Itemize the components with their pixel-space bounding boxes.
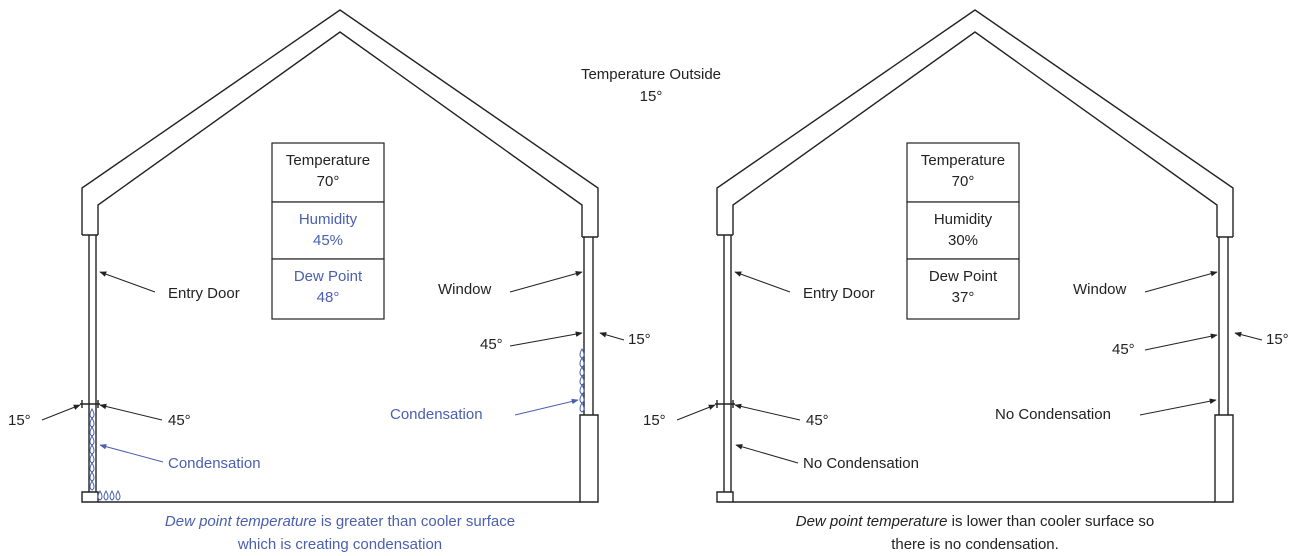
arrow <box>1144 333 1218 351</box>
box-label: Temperature <box>921 152 1005 169</box>
house <box>80 9 599 503</box>
wall <box>81 491 99 503</box>
box-value: 30% <box>948 232 978 249</box>
label-window-state: Condensation <box>390 406 483 423</box>
box-label: Humidity <box>934 211 993 228</box>
arrow <box>99 271 156 293</box>
arrow <box>676 404 716 421</box>
wall <box>1218 237 1229 415</box>
box-value: 37° <box>952 289 975 306</box>
label-door-state: No Condensation <box>803 455 919 472</box>
droplet <box>89 452 95 464</box>
droplet <box>89 470 95 482</box>
label-door-outside: 15° <box>643 412 666 429</box>
droplet <box>97 489 103 501</box>
box-label: Temperature <box>286 152 370 169</box>
box-cell <box>271 142 385 203</box>
house <box>715 9 1234 503</box>
droplet <box>89 425 95 437</box>
caption-rest: is greater than cooler surface <box>317 513 515 530</box>
label-window-outside: 15° <box>1266 331 1289 348</box>
arrow <box>1144 270 1218 293</box>
droplet <box>103 489 109 501</box>
wall <box>579 414 599 503</box>
wall <box>88 235 97 492</box>
wall <box>1214 414 1234 503</box>
label-door: Entry Door <box>168 285 240 302</box>
box-label: Dew Point <box>929 268 998 285</box>
caption: Dew point temperature is greater than co… <box>165 513 515 530</box>
box-label: Humidity <box>299 211 358 228</box>
arrow <box>1234 331 1263 341</box>
wall <box>97 31 583 237</box>
droplet <box>579 401 585 413</box>
label-door: Entry Door <box>803 285 875 302</box>
box-value: 70° <box>952 173 975 190</box>
caption-rest: is lower than cooler surface so <box>947 513 1154 530</box>
arrow <box>599 332 625 341</box>
droplet <box>89 479 95 491</box>
arrow <box>99 443 164 463</box>
droplet <box>89 443 95 455</box>
droplet <box>89 434 95 446</box>
droplet <box>89 407 95 419</box>
arrow <box>509 270 583 293</box>
box-value: 48° <box>317 289 340 306</box>
box-cell <box>906 258 1020 320</box>
wall <box>80 400 100 408</box>
box-cell <box>271 201 385 260</box>
box-cell <box>906 142 1020 203</box>
label-window: Window <box>1073 281 1127 298</box>
wall <box>723 235 732 492</box>
droplet <box>89 461 95 473</box>
arrow <box>1139 398 1217 416</box>
caption-line2: there is no condensation. <box>891 536 1059 553</box>
box-value: 45% <box>313 232 343 249</box>
box-label: Dew Point <box>294 268 363 285</box>
caption-emphasis: Dew point temperature <box>796 513 948 530</box>
arrow <box>734 403 801 421</box>
label-door-inside: 45° <box>168 412 191 429</box>
label-window-outside: 15° <box>628 331 651 348</box>
wall <box>716 9 1234 237</box>
label-window-inside: 45° <box>1112 341 1135 358</box>
arrow <box>735 444 799 464</box>
wall <box>81 9 599 237</box>
droplet <box>109 489 115 501</box>
caption-emphasis: Dew point temperature <box>165 513 317 530</box>
caption-line2: which is creating condensation <box>237 536 442 553</box>
label-door-inside: 45° <box>806 412 829 429</box>
label-door-state: Condensation <box>168 455 261 472</box>
arrow <box>41 404 81 421</box>
wall <box>732 31 1218 237</box>
box-value: 70° <box>317 173 340 190</box>
droplet <box>115 489 121 501</box>
label-door-outside: 15° <box>8 412 31 429</box>
label-window: Window <box>438 281 492 298</box>
box-cell <box>271 258 385 320</box>
label-window-state: No Condensation <box>995 406 1111 423</box>
caption: Dew point temperature is lower than cool… <box>796 513 1155 530</box>
wall <box>715 400 735 408</box>
label-window-inside: 45° <box>480 336 503 353</box>
arrow <box>734 271 791 293</box>
arrow <box>99 403 163 421</box>
wall <box>583 237 594 415</box>
outside-label: Temperature Outside <box>581 66 721 83</box>
arrow <box>514 398 579 416</box>
arrow <box>509 331 583 347</box>
droplet <box>89 416 95 428</box>
wall <box>716 491 734 503</box>
outside-value: 15° <box>640 88 663 105</box>
